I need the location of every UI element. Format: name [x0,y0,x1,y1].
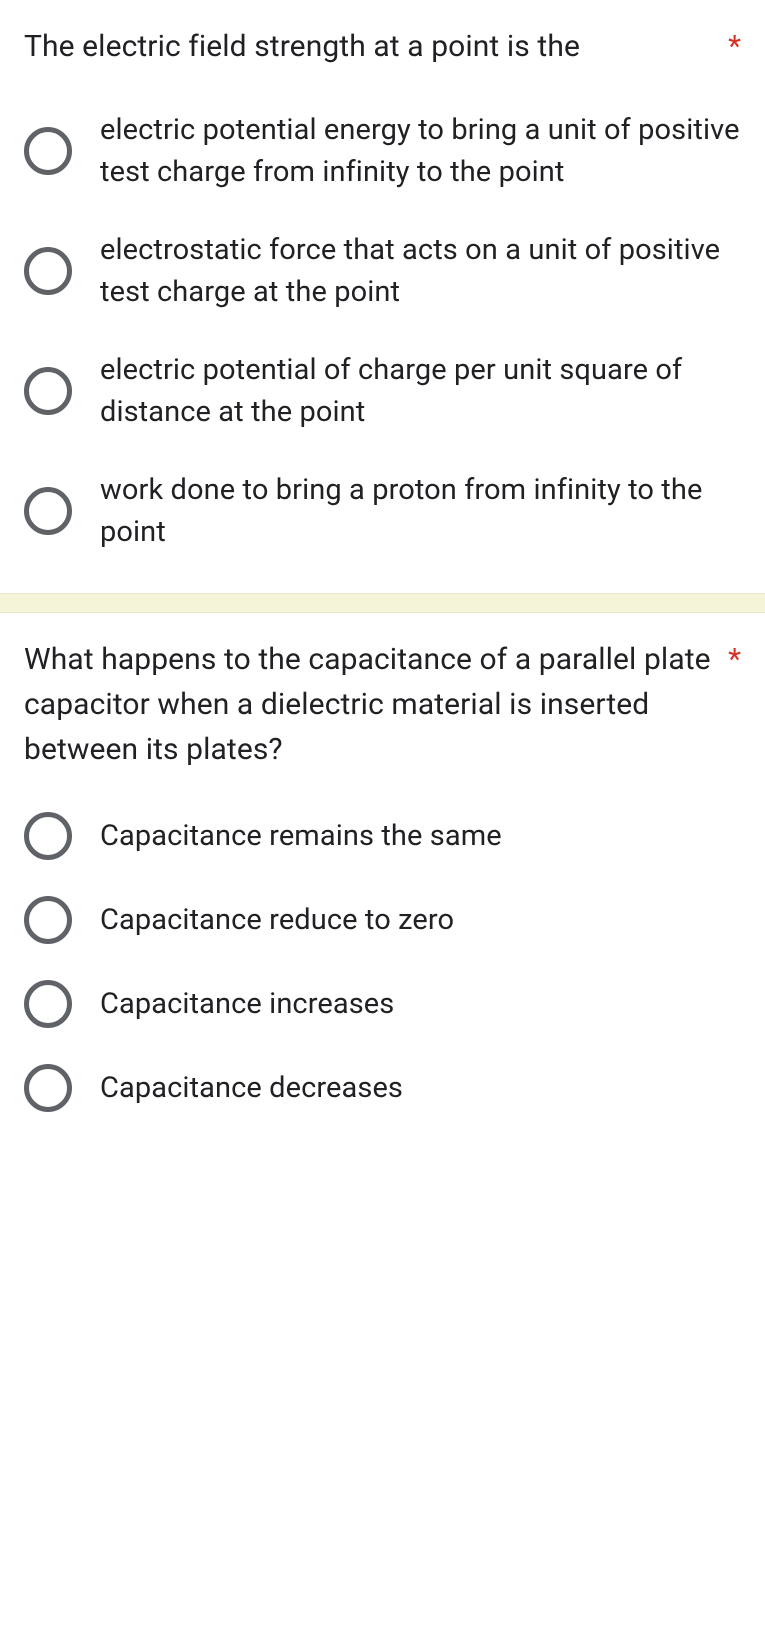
radio-icon [24,980,72,1028]
radio-icon [24,367,72,415]
required-indicator: * [728,637,741,682]
options-group: electric potential energy to bring a uni… [24,109,741,553]
question-card-2: What happens to the capacitance of a par… [0,613,765,1152]
option-4[interactable]: Capacitance decreases [24,1064,741,1112]
option-1[interactable]: electric potential energy to bring a uni… [24,109,741,193]
radio-icon [24,487,72,535]
question-text: The electric field strength at a point i… [24,24,718,69]
radio-icon [24,896,72,944]
question-header: What happens to the capacitance of a par… [24,637,741,772]
option-label: Capacitance decreases [100,1067,403,1109]
radio-icon [24,1064,72,1112]
option-4[interactable]: work done to bring a proton from infinit… [24,469,741,553]
section-divider [0,593,765,613]
option-2[interactable]: electrostatic force that acts on a unit … [24,229,741,313]
question-text: What happens to the capacitance of a par… [24,637,718,772]
radio-icon [24,812,72,860]
question-card-1: The electric field strength at a point i… [0,0,765,593]
option-label: Capacitance increases [100,983,394,1025]
option-2[interactable]: Capacitance reduce to zero [24,896,741,944]
options-group: Capacitance remains the same Capacitance… [24,812,741,1112]
option-1[interactable]: Capacitance remains the same [24,812,741,860]
option-label: electric potential energy to bring a uni… [100,109,741,193]
option-label: Capacitance remains the same [100,815,502,857]
option-3[interactable]: Capacitance increases [24,980,741,1028]
option-label: electrostatic force that acts on a unit … [100,229,741,313]
question-header: The electric field strength at a point i… [24,24,741,69]
required-indicator: * [728,24,741,69]
option-3[interactable]: electric potential of charge per unit sq… [24,349,741,433]
radio-icon [24,127,72,175]
option-label: work done to bring a proton from infinit… [100,469,741,553]
radio-icon [24,247,72,295]
option-label: electric potential of charge per unit sq… [100,349,741,433]
option-label: Capacitance reduce to zero [100,899,454,941]
